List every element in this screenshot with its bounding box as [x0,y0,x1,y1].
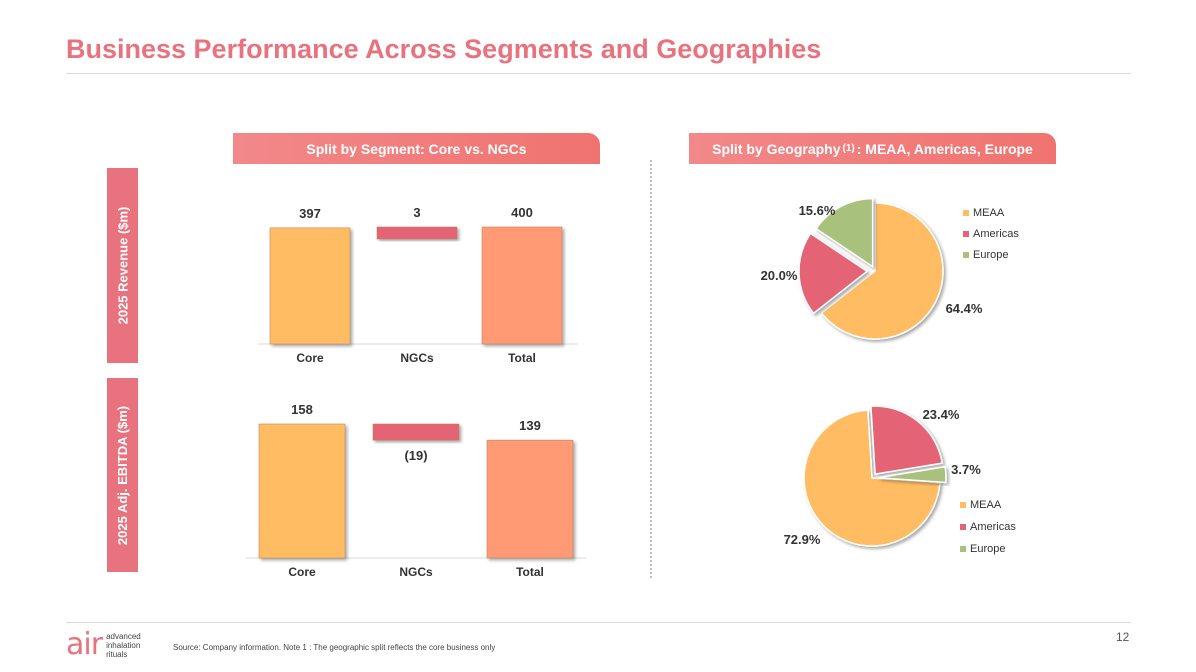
ebitda-geo-legend-meaa: MEAA [970,499,1002,511]
geography-footnote-mark: (1) [842,143,855,154]
logo-line-1: advanced [106,631,141,641]
revenue-geo-slice-americas [798,232,869,315]
logo-line-2: inhalation [106,640,141,650]
geography-header: Split by Geography (1) : MEAA, Americas,… [689,133,1056,164]
revenue-data-label-core: 397 [299,206,321,221]
ebitda-bar-core [258,423,346,559]
revenue-data-label-total: 400 [511,205,533,220]
ebitda-geo-slice-meaa [803,409,941,547]
ebitda-bar-total [486,439,574,559]
ebitda-geo-slice-europe [877,465,947,484]
page-number: 12 [1116,630,1130,644]
source-note: Source: Company information. Note 1 : Th… [173,643,496,652]
geography-header-label: Split by Geography [712,140,841,157]
section-divider [650,160,652,578]
ebitda-geo-legend-europe: Europe [970,543,1005,555]
ebitda-geo-legend-swatch-americas [960,524,966,530]
ebitda-geo-slice-label-meaa: 72.9% [784,532,821,547]
revenue-tick-label-ngcs: NGCs [400,351,434,365]
revenue-geo-slice-label-meaa: 64.4% [946,301,983,316]
revenue-bar-total [481,226,563,345]
ebitda-data-label-total: 139 [519,418,541,433]
title-divider [66,73,1131,74]
revenue-geo-legend-swatch-meaa [963,210,969,216]
revenue-geo-legend-meaa: MEAA [973,207,1005,219]
revenue-geo-legend-americas: Americas [973,228,1019,240]
revenue-geo-legend-swatch-europe [963,252,969,258]
ebitda-tick-label-core: Core [288,565,316,579]
logo-mark: air [66,627,103,662]
revenue-geo-slice-europe [815,197,874,268]
ebitda-bar-ngcs [372,423,460,441]
ebitda-geo-legend-swatch-meaa [960,502,966,508]
logo-text: advanced inhalation rituals [106,632,141,659]
ebitda-tick-label-total: Total [516,565,544,579]
ebitda-row-label: 2025 Adj. EBITDA ($m) [107,378,138,572]
revenue-tick-label-total: Total [508,351,536,365]
ebitda-geo-slice-label-americas: 23.4% [923,407,960,422]
revenue-geo-legend-swatch-americas [963,231,969,237]
segment-header-label: Split by Segment: Core vs. NGCs [306,140,527,157]
segment-header: Split by Segment: Core vs. NGCs [233,133,600,164]
ebitda-data-label-ngcs: (19) [404,448,427,463]
revenue-data-label-ngcs: 3 [413,205,420,220]
ebitda-geo-slice-label-europe: 3.7% [951,462,981,477]
revenue-row-label: 2025 Revenue ($m) [107,168,138,363]
page-title: Business Performance Across Segments and… [66,34,822,64]
revenue-geo-slice-label-americas: 20.0% [761,268,798,283]
ebitda-tick-label-ngcs: NGCs [399,565,433,579]
logo-line-3: rituals [106,649,128,659]
revenue-geo-slice-meaa [820,202,944,340]
ebitda-geo-legend-americas: Americas [970,521,1016,533]
ebitda-geo-legend-swatch-europe [960,546,966,552]
ebitda-geo-slice-americas [870,405,944,475]
geography-header-suffix: : MEAA, Americas, Europe [856,140,1033,157]
revenue-geo-legend-europe: Europe [973,249,1008,261]
company-logo: air advanced inhalation rituals [66,630,141,660]
revenue-bar-ngcs [376,226,458,240]
revenue-bar-core [269,227,351,345]
ebitda-data-label-core: 158 [291,402,313,417]
footer-divider [66,622,1131,623]
revenue-geo-slice-label-europe: 15.6% [799,203,836,218]
revenue-tick-label-core: Core [296,351,324,365]
